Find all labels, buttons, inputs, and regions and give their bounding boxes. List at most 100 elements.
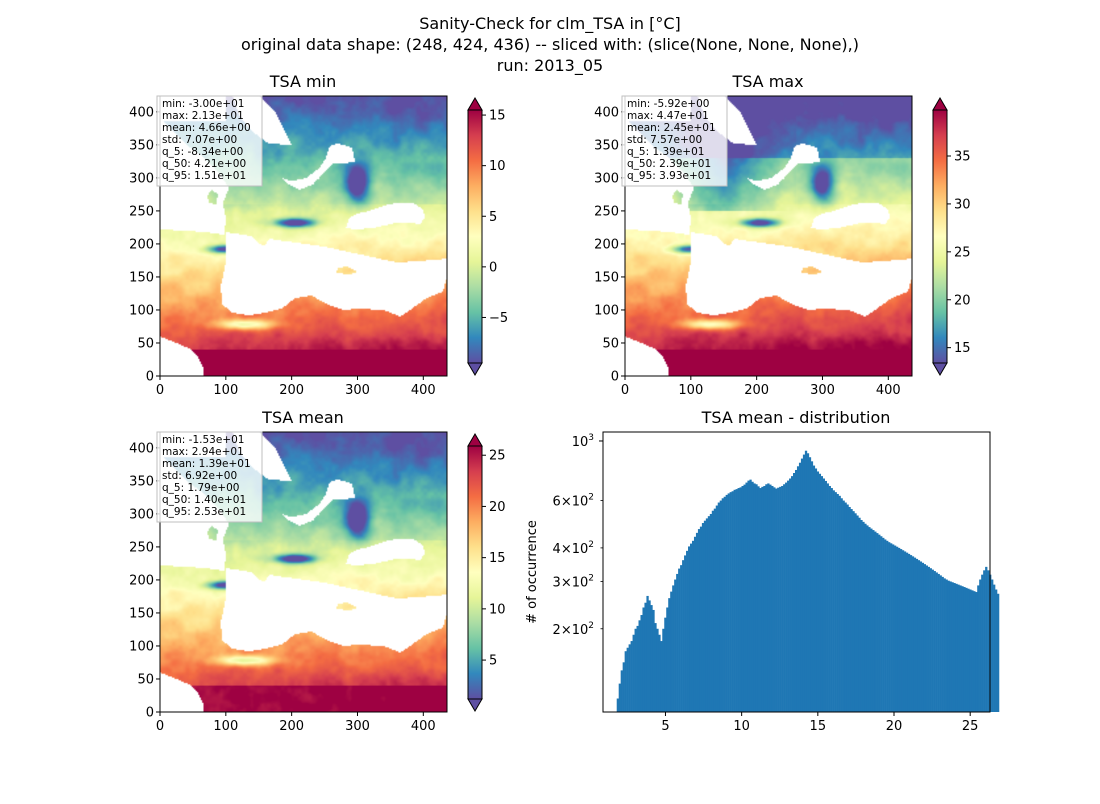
colorbar-body xyxy=(932,109,948,364)
histogram-bar xyxy=(680,565,683,712)
stat-line: q_50: 2.39e+01 xyxy=(627,158,711,170)
figure-title-line-1: Sanity-Check for clm_TSA in [°C] xyxy=(419,14,681,34)
histogram-bar xyxy=(874,531,877,712)
stat-line: q_50: 1.40e+01 xyxy=(162,494,246,506)
stat-line: min: -3.00e+01 xyxy=(162,98,244,110)
y-tick-label: 4×102 xyxy=(553,540,594,557)
histogram-bar xyxy=(699,526,703,712)
x-tick-label: 200 xyxy=(744,383,769,398)
histogram-bar xyxy=(785,482,788,712)
stat-line: std: 7.57e+00 xyxy=(627,134,702,146)
histogram-bar xyxy=(838,495,841,712)
figure-title-line-3: run: 2013_05 xyxy=(497,56,603,76)
histogram-bar xyxy=(731,491,734,712)
histogram-bar xyxy=(763,485,766,712)
y-tick-label: 400 xyxy=(129,441,154,456)
y-tick-label: 100 xyxy=(594,303,619,318)
histogram-bar xyxy=(820,476,824,712)
histogram-bar xyxy=(963,587,966,712)
histogram-bar xyxy=(848,506,851,712)
histogram-bar xyxy=(666,607,669,712)
y-tick-label: 300 xyxy=(129,171,154,186)
histogram-bar xyxy=(697,529,701,712)
histogram-bar xyxy=(852,511,855,712)
histogram-bar xyxy=(832,490,835,712)
histogram-bar xyxy=(781,485,784,712)
x-tick-label: 0 xyxy=(156,719,164,734)
histogram-bar xyxy=(646,595,649,712)
histogram-bar xyxy=(901,550,905,712)
stat-line: q_95: 1.51e+01 xyxy=(162,170,246,182)
histogram-bar xyxy=(662,628,665,712)
histogram-bar xyxy=(933,571,936,712)
histogram-bar xyxy=(684,555,687,712)
histogram-bar xyxy=(840,498,843,712)
histogram-bar xyxy=(747,480,750,712)
histogram-bar xyxy=(967,588,970,712)
y-tick-label: 150 xyxy=(129,270,154,285)
histogram-bar xyxy=(846,504,849,712)
histogram-bar xyxy=(688,546,691,712)
histogram-bar xyxy=(792,473,796,712)
histogram-bar xyxy=(919,561,923,712)
panel-title-tsa-mean-distribution: TSA mean - distribution xyxy=(701,408,891,427)
histogram-bar xyxy=(921,562,925,712)
histogram-bar xyxy=(818,473,822,712)
histogram-bar xyxy=(949,581,952,712)
histogram-bar xyxy=(656,628,659,712)
histogram-bar xyxy=(810,461,814,712)
x-tick-label: 300 xyxy=(345,383,370,398)
x-tick-label: 5 xyxy=(661,719,669,734)
histogram-bar xyxy=(828,485,831,712)
histogram-bar xyxy=(897,547,901,712)
stat-line: max: 2.94e+01 xyxy=(162,446,244,458)
stats-box-tsa-mean: min: -1.53e+01 max: 2.94e+01 mean: 1.39e… xyxy=(156,431,263,523)
histogram-bar xyxy=(733,489,736,712)
x-tick-label: 400 xyxy=(411,383,436,398)
x-tick-label: 300 xyxy=(810,383,835,398)
histogram-bar xyxy=(783,484,786,712)
histogram-bar xyxy=(888,542,891,712)
histogram-bar xyxy=(707,516,711,712)
histogram-bar xyxy=(951,582,954,712)
histogram-bar xyxy=(929,568,932,712)
histogram-bar xyxy=(836,493,839,712)
histogram-bar xyxy=(735,489,738,712)
histogram-bar xyxy=(925,565,928,712)
histogram-bar xyxy=(638,620,641,712)
x-tick-label: 0 xyxy=(621,383,629,398)
y-tick-label: 100 xyxy=(129,303,154,318)
histogram-bar xyxy=(634,628,637,712)
histogram-bar xyxy=(864,523,867,712)
stat-line: min: -1.53e+01 xyxy=(162,434,244,446)
colorbar-body xyxy=(467,445,483,700)
histogram-bar xyxy=(618,683,621,712)
histogram-bar xyxy=(981,574,984,712)
histogram-bar xyxy=(648,600,651,712)
histogram-bar xyxy=(670,591,673,712)
histogram-bar xyxy=(816,471,820,712)
y-tick-label: 400 xyxy=(129,105,154,120)
histogram-bar xyxy=(789,478,792,712)
histogram-bar xyxy=(743,484,746,712)
y-tick-label: 300 xyxy=(129,507,154,522)
histogram-bar xyxy=(711,510,715,712)
histogram-bar xyxy=(650,605,653,712)
histogram-bar xyxy=(628,644,631,712)
histogram-bar xyxy=(961,586,964,712)
histogram-bar xyxy=(856,515,859,712)
histogram-bar xyxy=(678,568,681,712)
histogram-bar xyxy=(824,480,827,712)
colorbar-extend-min xyxy=(467,698,483,712)
histogram-bar xyxy=(806,453,810,712)
x-tick-label: 20 xyxy=(886,719,903,734)
stats-box-tsa-min: min: -3.00e+01 max: 2.13e+01 mean: 4.66e… xyxy=(156,95,263,187)
x-tick-label: 0 xyxy=(156,383,164,398)
histogram-bar xyxy=(987,570,990,712)
stat-line: q_95: 3.93e+01 xyxy=(627,170,711,182)
x-tick-label: 400 xyxy=(411,719,436,734)
stat-line: std: 7.07e+00 xyxy=(162,134,237,146)
histogram-bar xyxy=(878,534,881,712)
y-tick-label: 2×102 xyxy=(553,621,594,638)
